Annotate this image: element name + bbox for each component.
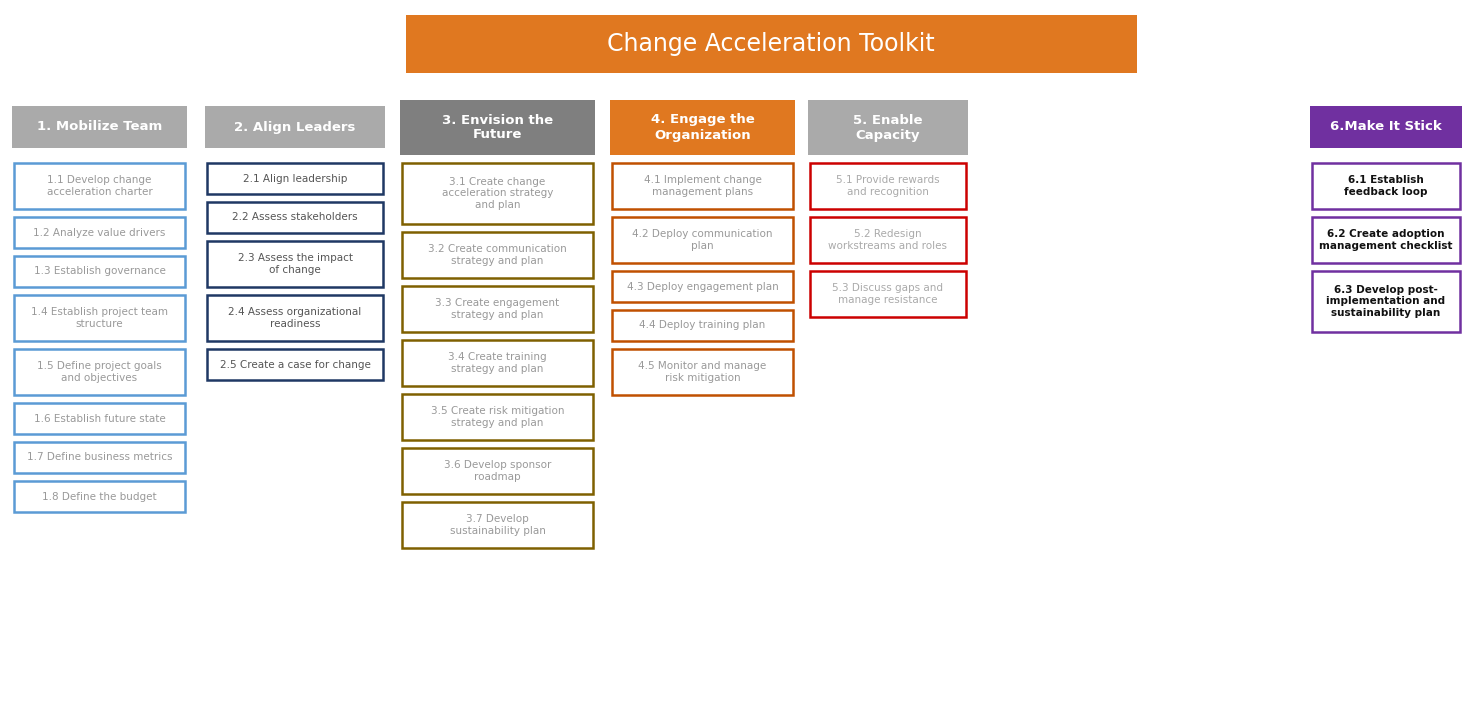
Text: 2. Align Leaders: 2. Align Leaders [235,121,356,133]
Text: 6.2 Create adoption
management checklist: 6.2 Create adoption management checklist [1320,229,1452,251]
Text: 2.2 Assess stakeholders: 2.2 Assess stakeholders [232,212,357,222]
Text: 4.4 Deploy training plan: 4.4 Deploy training plan [639,320,766,330]
Text: 2.3 Assess the impact
of change: 2.3 Assess the impact of change [238,253,353,275]
Text: 2.1 Align leadership: 2.1 Align leadership [244,173,347,183]
Text: 4. Engage the
Organization: 4. Engage the Organization [651,114,754,141]
Text: 3.5 Create risk mitigation
strategy and plan: 3.5 Create risk mitigation strategy and … [431,406,564,428]
FancyBboxPatch shape [401,286,593,332]
FancyBboxPatch shape [13,217,184,248]
FancyBboxPatch shape [13,256,184,287]
FancyBboxPatch shape [401,448,593,494]
FancyBboxPatch shape [207,202,382,233]
Text: 4.2 Deploy communication
plan: 4.2 Deploy communication plan [632,229,773,251]
FancyBboxPatch shape [613,349,793,395]
FancyBboxPatch shape [400,100,595,155]
FancyBboxPatch shape [13,442,184,473]
Text: 4.5 Monitor and manage
risk mitigation: 4.5 Monitor and manage risk mitigation [639,361,766,383]
Text: 1.4 Establish project team
structure: 1.4 Establish project team structure [31,307,168,329]
FancyBboxPatch shape [205,106,385,148]
FancyBboxPatch shape [401,232,593,278]
FancyBboxPatch shape [207,163,382,194]
FancyBboxPatch shape [810,217,965,263]
FancyBboxPatch shape [207,295,382,341]
FancyBboxPatch shape [1312,163,1460,209]
Text: 3.7 Develop
sustainability plan: 3.7 Develop sustainability plan [450,514,546,536]
Text: 1. Mobilize Team: 1. Mobilize Team [37,121,162,133]
Text: 1.8 Define the budget: 1.8 Define the budget [43,491,156,501]
Text: 6.1 Establish
feedback loop: 6.1 Establish feedback loop [1345,175,1427,197]
Text: 1.6 Establish future state: 1.6 Establish future state [34,413,165,423]
FancyBboxPatch shape [613,310,793,341]
FancyBboxPatch shape [401,163,593,224]
FancyBboxPatch shape [401,502,593,548]
Text: 1.1 Develop change
acceleration charter: 1.1 Develop change acceleration charter [47,175,152,197]
Text: 3.1 Create change
acceleration strategy
and plan: 3.1 Create change acceleration strategy … [441,177,554,210]
FancyBboxPatch shape [207,241,382,287]
Text: 6.3 Develop post-
implementation and
sustainability plan: 6.3 Develop post- implementation and sus… [1327,285,1445,318]
FancyBboxPatch shape [13,163,184,209]
Text: 5.2 Redesign
workstreams and roles: 5.2 Redesign workstreams and roles [828,229,948,251]
Text: 2.5 Create a case for change: 2.5 Create a case for change [220,359,370,369]
Text: 2.4 Assess organizational
readiness: 2.4 Assess organizational readiness [229,307,362,329]
Text: 3. Envision the
Future: 3. Envision the Future [441,114,554,141]
Text: 1.5 Define project goals
and objectives: 1.5 Define project goals and objectives [37,361,162,383]
Text: 5. Enable
Capacity: 5. Enable Capacity [853,114,922,141]
FancyBboxPatch shape [1312,271,1460,332]
Text: 3.2 Create communication
strategy and plan: 3.2 Create communication strategy and pl… [428,244,567,266]
FancyBboxPatch shape [810,271,965,317]
Text: 5.1 Provide rewards
and recognition: 5.1 Provide rewards and recognition [837,175,940,197]
FancyBboxPatch shape [810,163,965,209]
FancyBboxPatch shape [13,481,184,512]
Text: 3.6 Develop sponsor
roadmap: 3.6 Develop sponsor roadmap [444,460,551,482]
FancyBboxPatch shape [610,100,796,155]
FancyBboxPatch shape [1311,106,1463,148]
Text: 3.3 Create engagement
strategy and plan: 3.3 Create engagement strategy and plan [435,298,559,320]
FancyBboxPatch shape [13,349,184,395]
Text: 1.2 Analyze value drivers: 1.2 Analyze value drivers [34,227,165,238]
FancyBboxPatch shape [406,15,1137,73]
FancyBboxPatch shape [807,100,968,155]
FancyBboxPatch shape [13,403,184,434]
Text: 4.3 Deploy engagement plan: 4.3 Deploy engagement plan [627,281,778,292]
FancyBboxPatch shape [13,295,184,341]
FancyBboxPatch shape [12,106,187,148]
FancyBboxPatch shape [613,271,793,302]
FancyBboxPatch shape [401,340,593,386]
Text: 1.7 Define business metrics: 1.7 Define business metrics [27,452,173,462]
FancyBboxPatch shape [207,349,382,380]
Text: 5.3 Discuss gaps and
manage resistance: 5.3 Discuss gaps and manage resistance [832,283,943,305]
Text: 6.Make It Stick: 6.Make It Stick [1330,121,1442,133]
FancyBboxPatch shape [1312,217,1460,263]
FancyBboxPatch shape [401,394,593,440]
Text: 4.1 Implement change
management plans: 4.1 Implement change management plans [644,175,762,197]
FancyBboxPatch shape [613,163,793,209]
FancyBboxPatch shape [613,217,793,263]
Text: 1.3 Establish governance: 1.3 Establish governance [34,266,165,276]
Text: 3.4 Create training
strategy and plan: 3.4 Create training strategy and plan [449,352,546,373]
Text: Change Acceleration Toolkit: Change Acceleration Toolkit [607,32,936,56]
